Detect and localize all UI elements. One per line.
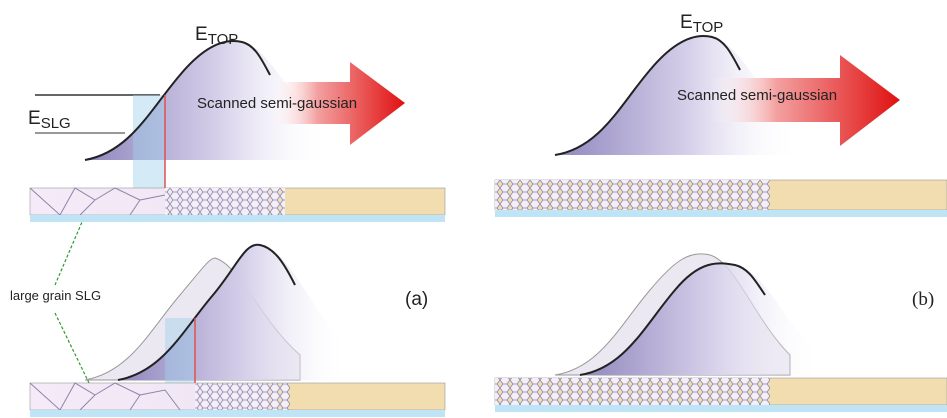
subscript: TOP [693,19,724,36]
panel-label: (b) [912,289,934,310]
subscript: TOP [208,31,239,48]
substrate [30,410,445,417]
arrow-label: Scanned semi-gaussian [197,95,357,112]
panel-b: Scanned semi-gaussian ETOP (b) [495,12,947,412]
peak-label: ETOP [195,24,238,48]
substrate [495,210,947,217]
symbol: E [28,108,41,129]
substrate [30,215,445,222]
panel-label: (a) [405,289,428,310]
small-grains [195,383,290,410]
small-grains [495,378,770,405]
peak-label: ETOP [680,12,723,36]
arrow-label: Scanned semi-gaussian [677,87,837,104]
diagram: Scanned semi-gaussian ETOP ESLG large gr… [0,0,947,418]
subscript: SLG [41,115,71,132]
symbol: E [195,24,208,45]
substrate [495,405,947,412]
small-grains [165,188,285,215]
symbol: E [680,12,693,33]
threshold-label: ESLG [28,108,71,132]
grain-label: large grain SLG [10,288,101,303]
melt-zone [133,95,165,190]
panel-a: Scanned semi-gaussian ETOP ESLG large gr… [10,24,445,417]
pointer [55,222,90,385]
small-grains [495,180,770,210]
